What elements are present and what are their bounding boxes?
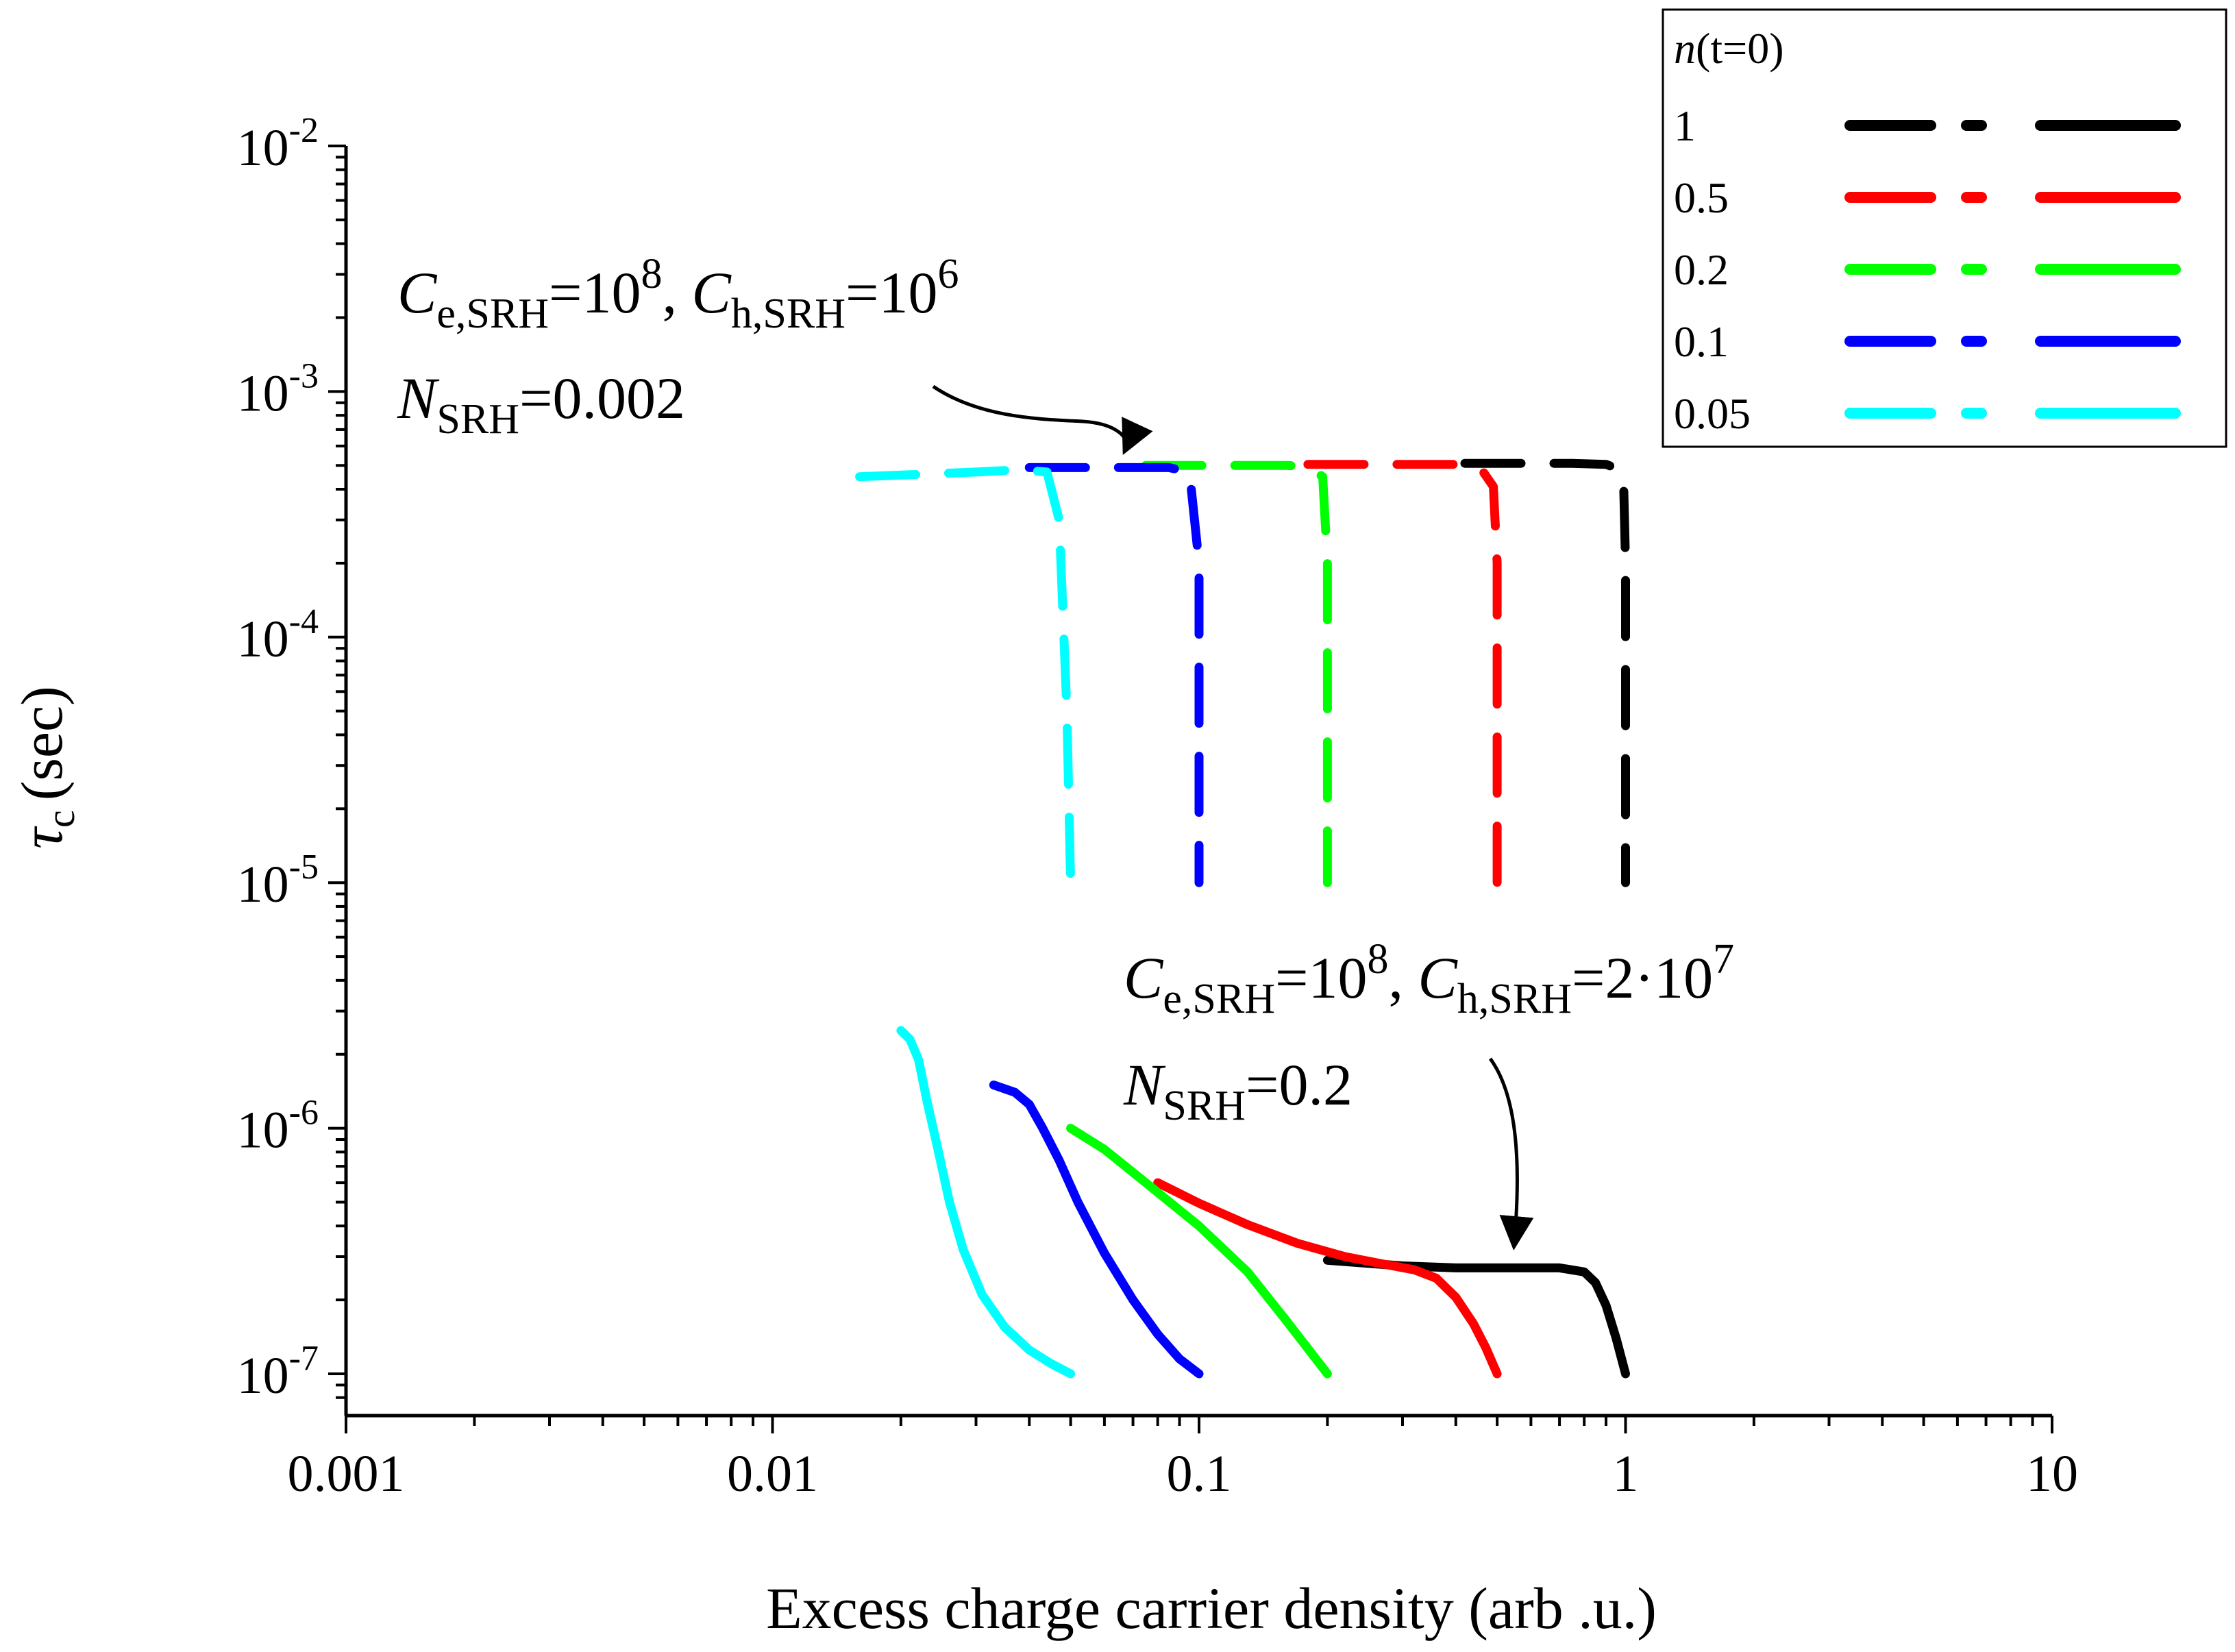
annotation-arrow-lower: [1488, 1057, 1534, 1250]
x-axis-title: Excess charge carrier density (arb .u.): [766, 1575, 1657, 1641]
annotations: Ce,SRH=108, Ch,SRH=106 NSRH=0.002 Ce,SRH=1…: [397, 251, 1734, 1129]
series-dashed-line: [855, 465, 1076, 887]
y-axis-title-unit: (sec): [9, 686, 75, 800]
y-axis-title-symbol: τ: [9, 826, 75, 849]
y-tick-label: 10-7: [237, 1339, 319, 1405]
legend-box: [1662, 8, 2227, 448]
series-0.1: [989, 463, 1204, 1379]
legend-entry: 0.2: [1674, 245, 2181, 294]
y-axis-title: τc (sec): [9, 686, 83, 849]
y-tick-label: 10-4: [237, 602, 319, 668]
series-dashed-line: [1141, 460, 1332, 887]
y-axis-title-subscript: c: [38, 810, 83, 828]
legend-title: n(t=0): [1674, 24, 1784, 73]
series-dashed-line: [1303, 460, 1502, 887]
annotation-line: NSRH=0.002: [397, 365, 685, 443]
x-tick-label: 0.001: [288, 1445, 405, 1503]
y-tick-label: 10-5: [237, 848, 319, 913]
annotation-arrow-upper: [932, 384, 1153, 456]
annotation-line: Ce,SRH=108, Ch,SRH=106: [397, 251, 959, 337]
series-dashed-line: [1024, 463, 1204, 887]
legend-entry: 0.1: [1674, 317, 2181, 366]
series-0.05: [855, 465, 1076, 1379]
legend-title-italic: n: [1674, 24, 1696, 73]
y-ticks: 10-2 10-3 10-4 10-5 10-6 10-7: [237, 111, 346, 1405]
y-tick-label: 10-6: [237, 1094, 319, 1159]
legend-label: 0.1: [1674, 317, 1729, 366]
x-tick-label: 1: [1613, 1445, 1639, 1503]
series-0.5: [1153, 460, 1502, 1379]
series-solid-line: [896, 1026, 1076, 1379]
x-tick-label: 10: [2026, 1445, 2078, 1503]
y-tick-label: 10-3: [237, 356, 319, 422]
legend-label: 0.05: [1674, 389, 1751, 438]
series-0.2: [1066, 460, 1332, 1379]
series-dashed-line: [1460, 458, 1630, 887]
legend-label: 0.5: [1674, 173, 1729, 222]
annotation-line: Ce,SRH=108, Ch,SRH=2·107: [1124, 936, 1734, 1022]
y-tick-label: 10-2: [237, 111, 319, 177]
x-tick-label: 0.01: [727, 1445, 818, 1503]
legend-entries: 1 0.5 0.2 0.1 0.05: [1674, 101, 2181, 438]
x-tick-label: 0.1: [1167, 1445, 1232, 1503]
legend-entry: 0.05: [1674, 389, 2181, 438]
legend-entry: 0.5: [1674, 173, 2181, 222]
x-ticks: 0.001 0.01 0.1 1 10: [288, 1416, 2078, 1503]
legend-title-rest: (t=0): [1696, 24, 1784, 73]
series-solid-line: [1153, 1178, 1502, 1379]
legend-entry: 1: [1674, 101, 2181, 150]
series-layer: [855, 458, 1630, 1379]
legend-label: 0.2: [1674, 245, 1729, 294]
legend-label: 1: [1674, 101, 1696, 150]
series-1: [1322, 458, 1630, 1379]
series-solid-line: [989, 1081, 1204, 1379]
series-solid-line: [1322, 1255, 1630, 1379]
legend: n(t=0) 1 0.5 0.2 0.1 0.05: [1662, 8, 2227, 448]
annotation-line: NSRH=0.2: [1123, 1052, 1353, 1129]
series-solid-line: [1066, 1124, 1332, 1379]
